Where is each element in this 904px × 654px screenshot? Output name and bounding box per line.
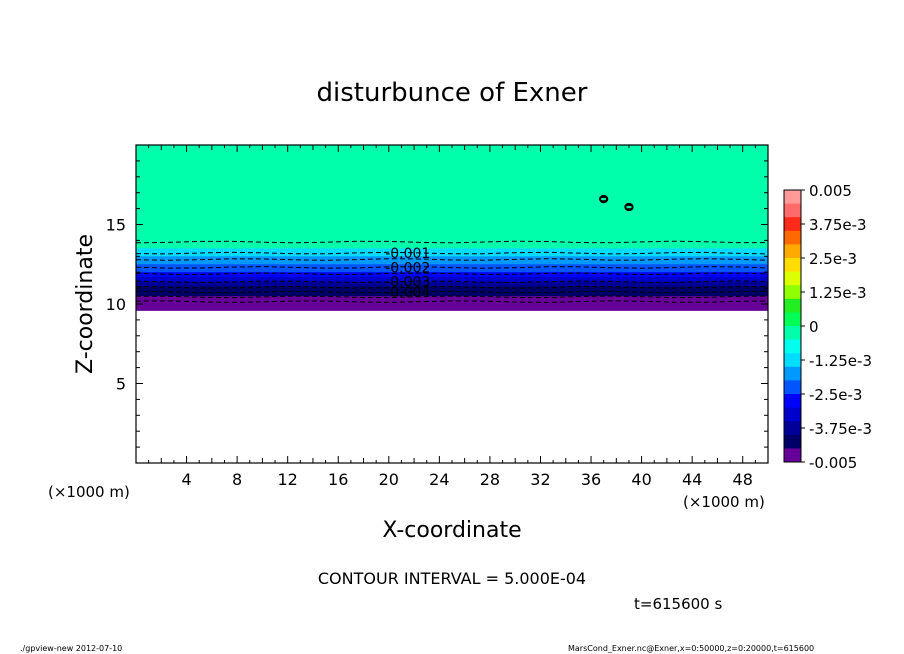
colorbar-swatch [784,339,801,354]
contour-interval-text: CONTOUR INTERVAL = 5.000E-04 [318,569,586,588]
y-unit-label: (×1000 m) [48,483,130,501]
colorbar-label: -1.25e-3 [809,352,872,370]
colorbar-labels: 0.005 3.75e-3 2.5e-3 1.25e-3 0 -1.25e-3 -2.5e-… [801,182,872,472]
contour-line [135,272,769,276]
x-unit-label: (×1000 m) [683,493,765,511]
contour-band [136,300,768,307]
contour-band [136,281,768,288]
y-tick-label: 5 [116,375,126,394]
x-tick-label: 12 [278,470,298,489]
colorbar-swatch [784,217,801,232]
colorbar-label: -2.5e-3 [809,386,862,404]
colorbar-swatch [784,298,801,313]
contour-label: -0.002 [385,260,430,276]
x-tick-label: 20 [379,470,399,489]
colorbar-swatch [784,203,801,218]
x-tick-label: 40 [631,470,651,489]
colorbar [784,190,801,463]
x-tick-label: 4 [181,470,191,489]
colorbar-swatch [784,285,801,300]
contour-line [135,280,769,284]
contour-band [136,286,768,292]
contour-label: -0.001 [385,246,430,262]
colorbar-swatch [784,407,801,422]
colorbar-swatch [784,326,801,340]
x-tick-label: 36 [581,470,601,489]
x-axis-label: X-coordinate [382,518,521,543]
contour-fill-layer [136,145,768,311]
contour-line [135,300,769,303]
chart-title: disturbunce of Exner [317,78,588,108]
closed-contour [599,194,609,204]
contour-line [135,266,769,269]
colorbar-swatch [784,394,801,408]
closed-contour-label: 0 [598,195,611,203]
colorbar-label: 0 [809,318,819,336]
colorbar-swatch [784,244,801,259]
contour-band [136,276,768,283]
contour-line [135,295,769,299]
contour-line [135,251,769,255]
colorbar-swatch [784,230,801,245]
x-tick-label: 28 [480,470,500,489]
x-tick-label: 48 [733,470,753,489]
x-tick-label: 32 [530,470,550,489]
contour-line [135,290,769,294]
contour-band [136,291,768,297]
colorbar-swatch [784,190,801,204]
footer-right: MarsCond_Exner.nc@Exner,x=0:50000,z=0:20… [568,644,814,653]
colorbar-label: 1.25e-3 [809,284,867,302]
contour-band [136,248,768,257]
y-axis-label: Z-coordinate [73,234,98,374]
y-tick-label: 15 [106,216,126,235]
x-tick-label: 8 [232,470,242,489]
colorbar-label: 0.005 [809,182,852,200]
footer-left: ./gpview-new 2012-07-10 [20,644,122,653]
x-tick-label: 16 [328,470,348,489]
contour-label: -0.004 [385,285,430,301]
contour-line [135,240,768,244]
contour-band [136,240,768,249]
time-stamp: t=615600 s [634,595,722,613]
contour-band [136,145,768,241]
contour-line [135,258,769,261]
colorbar-swatch [784,353,801,368]
colorbar-swatch [784,448,801,463]
x-axis-ticks: 4 8 12 16 20 24 28 32 36 40 44 48 [148,145,756,489]
colorbar-label: 2.5e-3 [809,250,857,268]
colorbar-swatch [784,366,801,381]
contour-band [136,305,768,311]
colorbar-label: 3.75e-3 [809,216,867,234]
colorbar-swatch [784,434,801,449]
x-tick-label: 24 [429,470,449,489]
contour-band [136,272,768,278]
colorbar-swatch [784,421,801,436]
contour-band [136,264,768,273]
colorbar-swatch [784,380,801,395]
colorbar-label: -0.005 [809,454,857,472]
x-tick-label: 44 [682,470,702,489]
contour-band [136,256,768,265]
closed-contour-label: 0 [623,203,636,211]
y-axis-ticks: 5 10 15 [106,160,768,448]
contour-line [135,285,769,289]
y-tick-label: 10 [106,295,126,314]
contour-band [136,296,768,302]
colorbar-swatch [784,258,801,272]
colorbar-label: -3.75e-3 [809,420,872,438]
colorbar-swatch [784,271,801,286]
closed-contour [624,202,634,212]
colorbar-swatch [784,312,801,327]
